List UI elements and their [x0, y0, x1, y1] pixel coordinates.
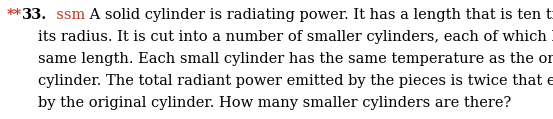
- Text: same length. Each small cylinder has the same temperature as the original: same length. Each small cylinder has the…: [38, 52, 553, 66]
- Text: 33.: 33.: [22, 8, 47, 22]
- Text: **: **: [7, 8, 22, 22]
- Text: cylinder. The total radiant power emitted by the pieces is twice that emitted: cylinder. The total radiant power emitte…: [38, 74, 553, 88]
- Text: A solid cylinder is radiating power. It has a length that is ten times: A solid cylinder is radiating power. It …: [85, 8, 553, 22]
- Text: ssm: ssm: [47, 8, 85, 22]
- Text: by the original cylinder. How many smaller cylinders are there?: by the original cylinder. How many small…: [38, 96, 511, 110]
- Text: its radius. It is cut into a number of smaller cylinders, each of which has the: its radius. It is cut into a number of s…: [38, 30, 553, 44]
